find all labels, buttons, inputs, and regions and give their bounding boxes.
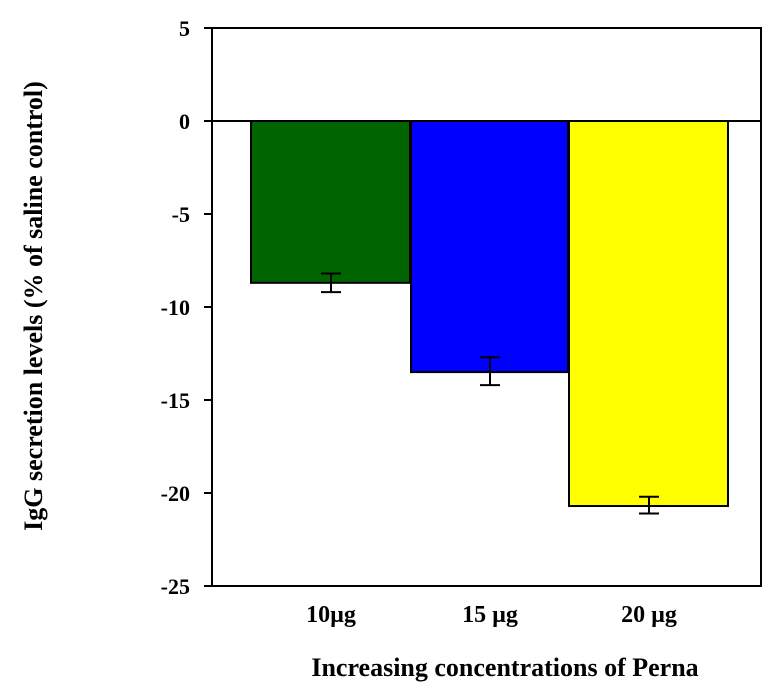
y-tick-label-2: -5 <box>172 202 190 227</box>
x-tick-label-2: 15 µg <box>462 602 518 628</box>
y-tick-label-3: -10 <box>161 295 190 320</box>
x-tick-label-3: 20 µg <box>621 602 677 628</box>
x-axis-title: Increasing concentrations of Perna <box>311 653 698 682</box>
y-tick-label-6: -25 <box>161 574 190 599</box>
error-bars-group <box>321 272 659 515</box>
x-axis: 10µg 15 µg 20 µg <box>212 585 762 628</box>
bar-2 <box>410 120 569 374</box>
y-tick-label-5: -20 <box>161 481 190 506</box>
bar-3 <box>568 120 729 508</box>
bars-group <box>250 120 729 508</box>
y-tick-label-4: -15 <box>161 388 190 413</box>
y-axis-title: IgG secretion levels (% of saline contro… <box>19 81 48 531</box>
y-tick-label-1: 0 <box>179 109 190 134</box>
x-tick-label-1: 10µg <box>306 602 356 628</box>
bar-1 <box>250 120 411 284</box>
y-axis: 5 0 -5 -10 -15 -20 -25 <box>161 16 213 599</box>
y-tick-label-0: 5 <box>179 16 190 41</box>
